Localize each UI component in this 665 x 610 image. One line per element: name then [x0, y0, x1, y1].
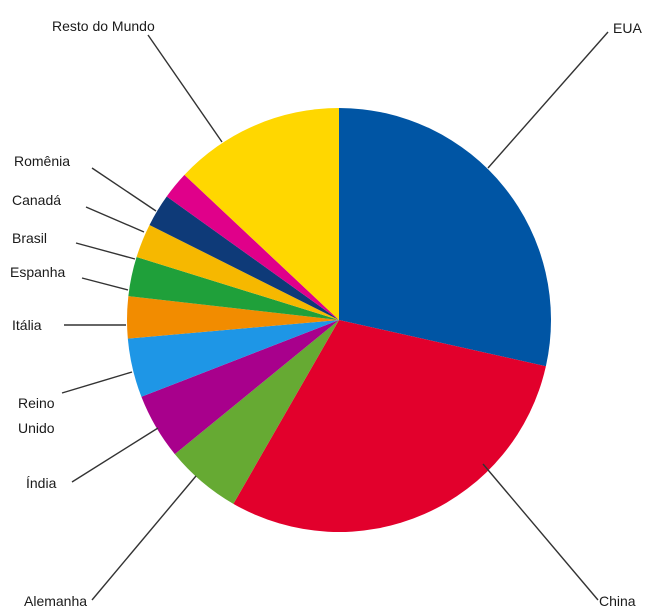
pie-slices	[126, 108, 551, 533]
slice-labels: EUA China Alemanha Índia Reino Unido Itália Esp…	[10, 18, 642, 609]
leader-line-reino-unido	[61, 371, 133, 394]
slice-india	[141, 320, 339, 455]
slice-romenia	[166, 174, 339, 320]
slice-italia	[126, 296, 340, 339]
leader-lines	[61, 31, 609, 601]
slice-canada	[149, 196, 339, 320]
label-resto-do-mundo: Resto do Mundo	[52, 18, 155, 34]
slice-brasil	[136, 224, 339, 320]
label-eua: EUA	[613, 20, 642, 36]
leader-line-india	[71, 427, 159, 483]
leader-line-brasil	[75, 242, 136, 260]
slice-eua	[339, 108, 551, 367]
leader-line-canada	[85, 206, 145, 233]
label-alemanha: Alemanha	[24, 593, 87, 609]
label-reino-unido: Reino Unido	[18, 395, 55, 436]
label-italia: Itália	[12, 317, 42, 333]
label-espanha: Espanha	[10, 264, 65, 280]
leader-line-eua	[487, 31, 609, 169]
leader-line-alemanha	[91, 475, 197, 601]
label-canada: Canadá	[12, 192, 61, 208]
label-india: Índia	[26, 475, 57, 491]
label-china: China	[599, 593, 636, 609]
leader-line-resto-do-mundo	[147, 34, 223, 143]
leader-line-espanha	[81, 277, 129, 291]
label-brasil: Brasil	[12, 230, 47, 246]
slice-espanha	[128, 257, 339, 320]
leader-line-romenia	[91, 167, 157, 212]
label-romenia: Romênia	[14, 153, 70, 169]
slice-reino-unido	[127, 320, 339, 397]
slice-resto-do-mundo	[184, 108, 339, 320]
slice-alemanha	[174, 320, 339, 504]
leader-line-china	[482, 463, 599, 601]
slice-china	[233, 320, 546, 533]
